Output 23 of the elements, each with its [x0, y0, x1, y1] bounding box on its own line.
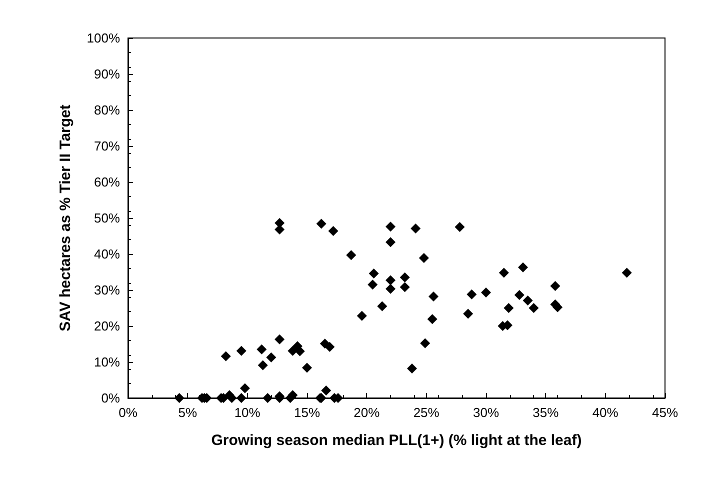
- x-tick-label: 10%: [234, 405, 261, 420]
- y-tick-label: 20%: [94, 318, 120, 334]
- y-tick-label: 10%: [94, 354, 120, 370]
- x-tick-label: 5%: [178, 405, 198, 420]
- x-tick-label: 35%: [532, 405, 560, 420]
- y-tick-label: 60%: [94, 174, 120, 190]
- y-tick-label: 50%: [94, 210, 120, 226]
- y-axis-title: SAV hectares as % Tier II Target: [57, 104, 74, 332]
- x-axis-title: Growing season median PLL(1+) (% light at the leaf): [211, 432, 582, 449]
- x-tick-label: 0%: [118, 405, 138, 420]
- y-tick-label: 90%: [94, 66, 120, 82]
- y-tick-label: 70%: [94, 138, 120, 154]
- x-tick-label: 15%: [294, 405, 320, 420]
- x-tick-label: 40%: [592, 405, 619, 420]
- x-tick-label: 45%: [652, 405, 678, 420]
- y-tick-label: 0%: [101, 390, 120, 406]
- x-tick-label: 25%: [413, 405, 440, 420]
- x-tick-label: 20%: [354, 405, 380, 420]
- y-tick-label: 80%: [94, 102, 120, 118]
- y-tick-label: 30%: [94, 282, 120, 298]
- x-tick-label: 30%: [472, 405, 500, 420]
- y-tick-label: 40%: [94, 246, 120, 262]
- y-tick-label: 100%: [86, 30, 120, 46]
